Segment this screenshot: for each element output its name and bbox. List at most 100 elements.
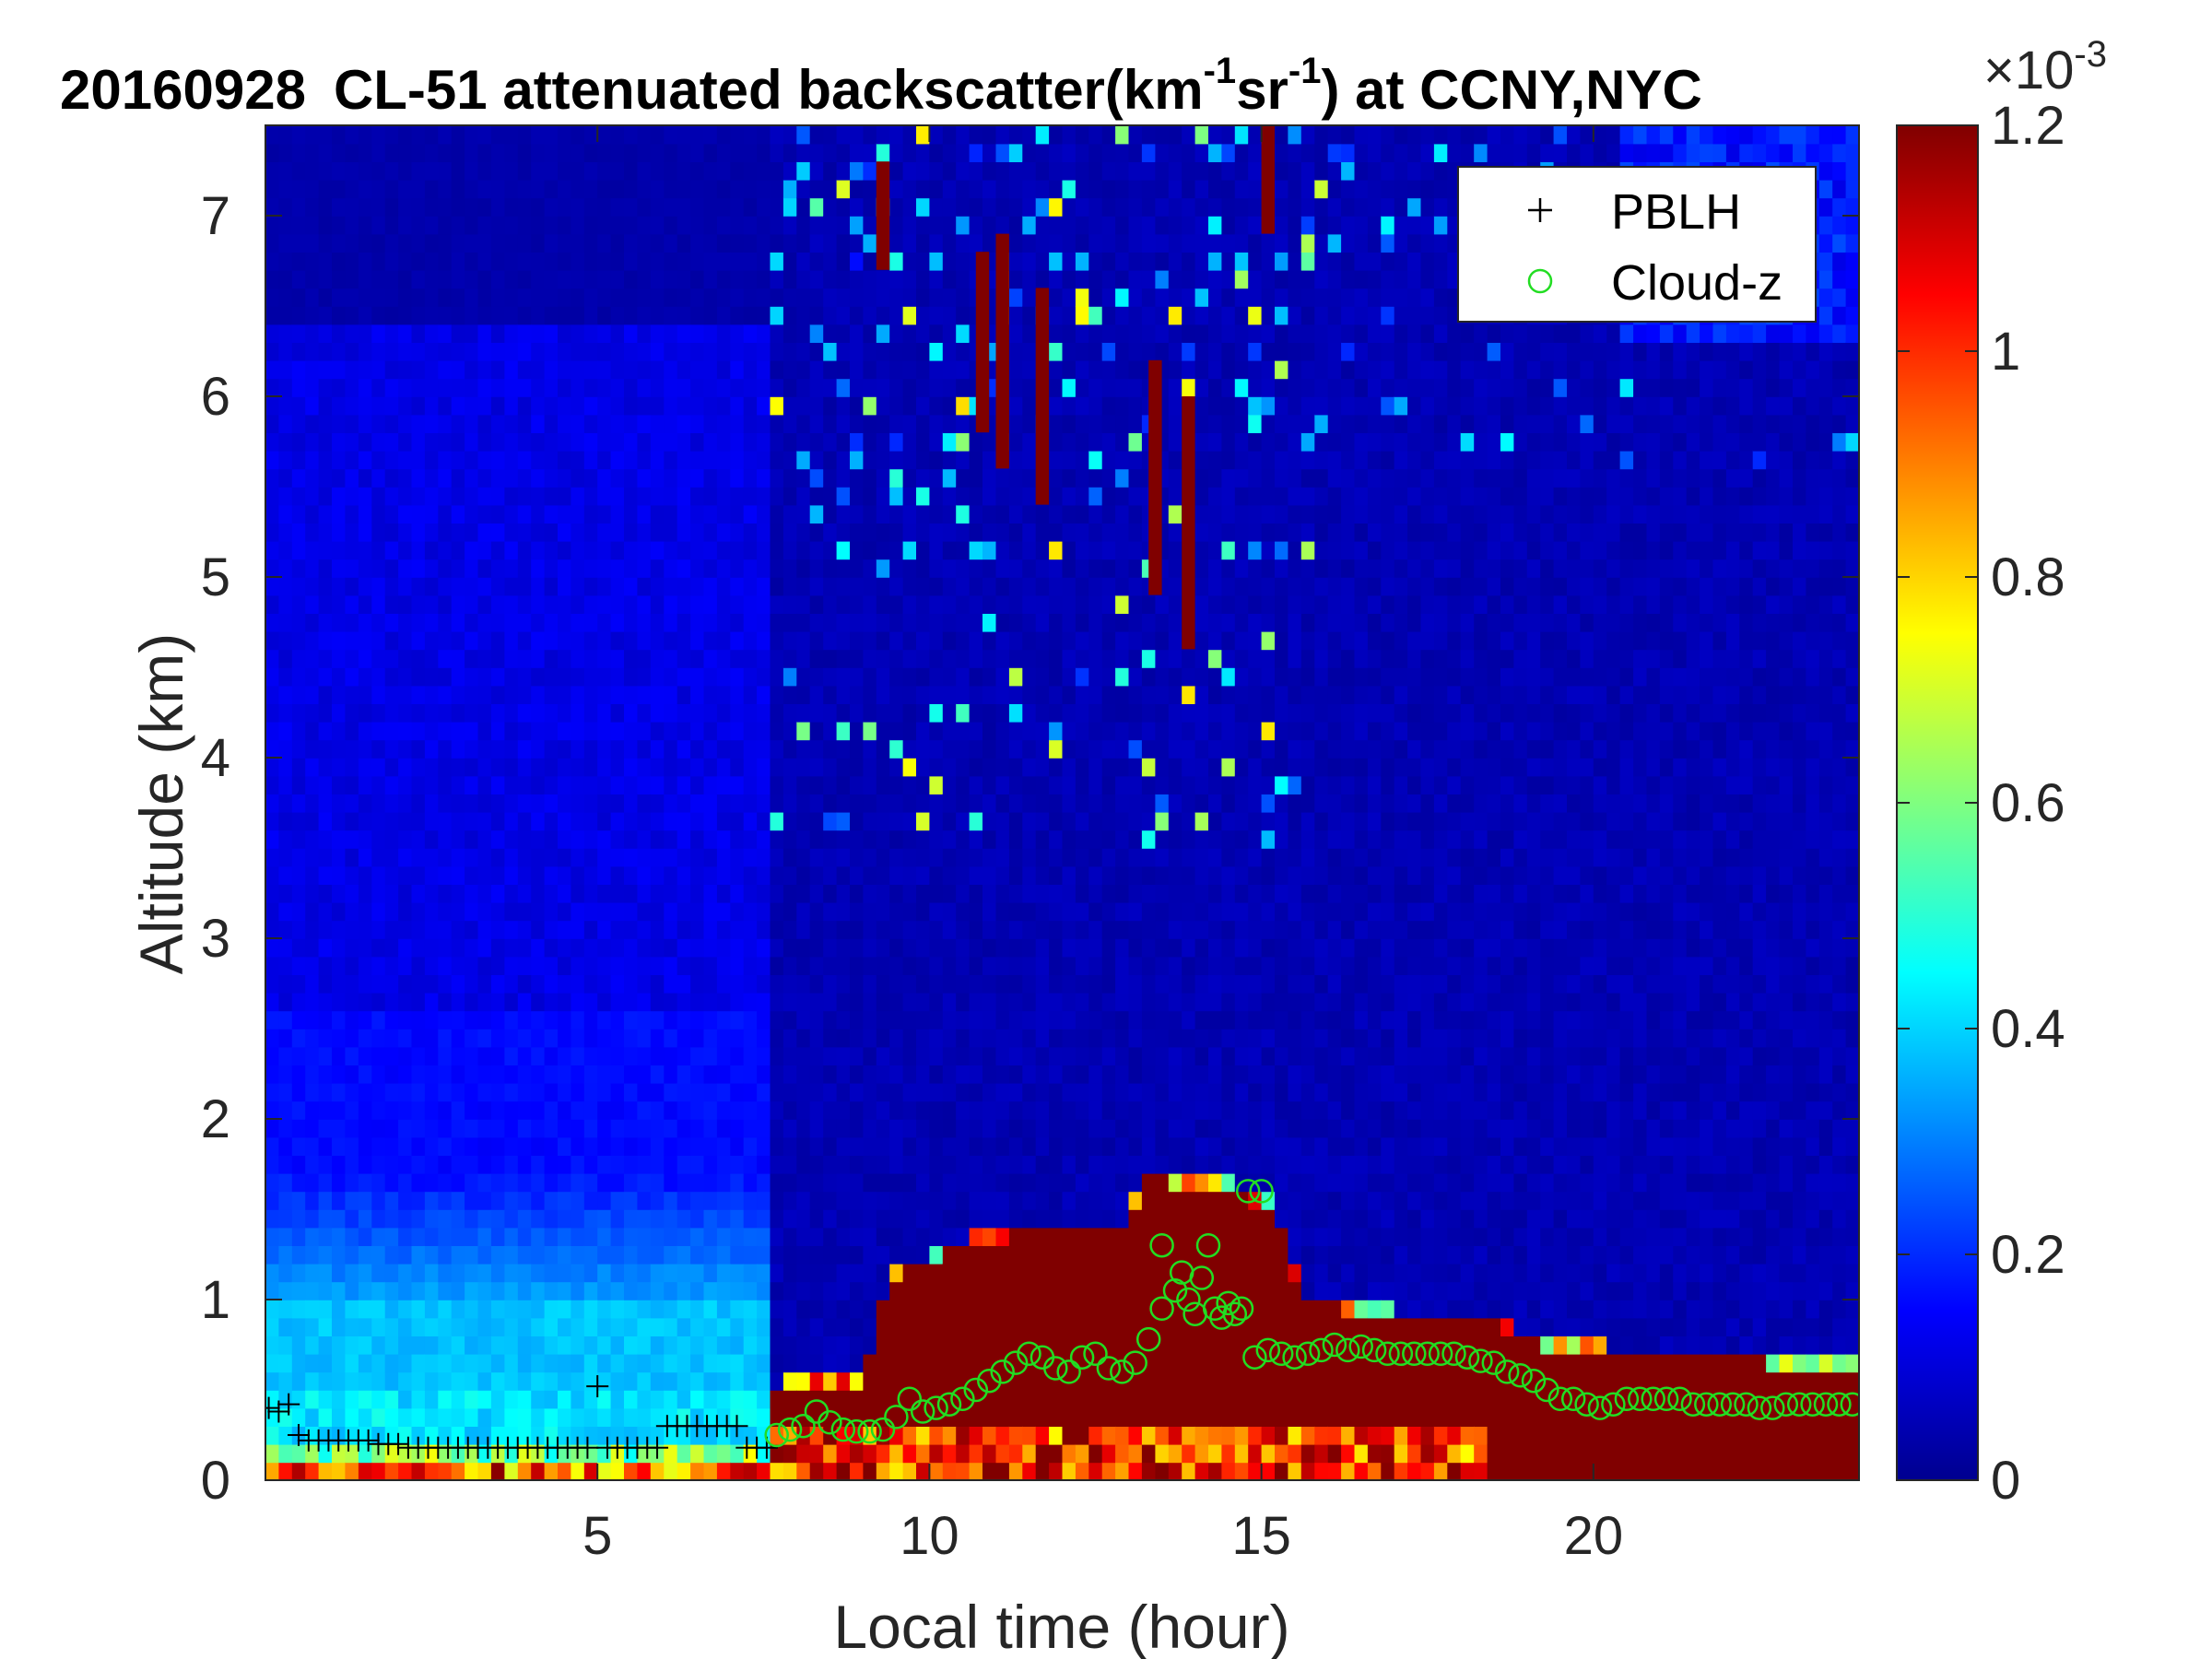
- heatmap-cell: [345, 1443, 359, 1464]
- heatmap-cell: [1062, 901, 1077, 922]
- heatmap-cell: [517, 559, 532, 578]
- heatmap-cell: [664, 450, 678, 470]
- heatmap-cell: [531, 577, 546, 596]
- heatmap-cell: [782, 288, 798, 307]
- heatmap-cell: [1022, 1371, 1037, 1391]
- heatmap-cell: [1075, 794, 1090, 813]
- heatmap-cell: [823, 216, 838, 235]
- heatmap-cell: [982, 992, 997, 1012]
- heatmap-cell: [650, 269, 665, 289]
- heatmap-cell: [345, 1046, 359, 1065]
- heatmap-cell: [398, 865, 413, 885]
- heatmap-cell: [265, 685, 280, 704]
- heatmap-cell: [929, 143, 944, 162]
- heatmap-cell: [942, 1426, 957, 1445]
- heatmap-cell: [558, 432, 572, 452]
- heatmap-cell: [1008, 758, 1024, 777]
- heatmap-cell: [690, 884, 705, 903]
- heatmap-cell: [650, 667, 665, 687]
- heatmap-cell: [809, 179, 824, 199]
- heatmap-cell: [610, 359, 625, 380]
- heatmap-cell: [398, 359, 413, 380]
- heatmap-cell: [1049, 468, 1064, 488]
- heatmap-cell: [889, 1263, 904, 1283]
- heatmap-cell: [1075, 324, 1090, 343]
- heatmap-cell: [770, 523, 784, 542]
- heatmap-cell: [278, 1136, 293, 1156]
- heatmap-cell: [597, 775, 612, 794]
- heatmap-cell: [809, 1136, 824, 1156]
- heatmap-cell: [782, 324, 798, 343]
- heatmap-cell: [1128, 1136, 1143, 1156]
- heatmap-cell: [517, 703, 532, 723]
- heatmap-cell: [850, 884, 865, 903]
- heatmap-cell: [411, 830, 426, 849]
- heatmap-cell: [677, 540, 691, 560]
- heatmap-cell: [637, 414, 652, 433]
- heatmap-cell: [571, 1281, 585, 1300]
- heatmap-cell: [902, 342, 917, 361]
- heatmap-cell: [716, 739, 732, 759]
- heatmap-cell: [1128, 1010, 1143, 1030]
- heatmap-cell: [371, 794, 386, 813]
- heatmap-cell: [371, 775, 386, 794]
- heatmap-cell: [1049, 811, 1064, 831]
- heatmap-cell: [809, 125, 824, 145]
- heatmap-cell: [796, 378, 811, 397]
- heatmap-cell: [531, 848, 546, 867]
- heatmap-cell: [583, 342, 598, 361]
- heatmap-cell: [942, 703, 957, 723]
- heatmap-cell: [889, 1335, 904, 1355]
- heatmap-cell: [1022, 216, 1037, 235]
- heatmap-cell: [438, 992, 453, 1012]
- heatmap-cell: [490, 884, 506, 903]
- heatmap-cell: [969, 1443, 983, 1464]
- heatmap-cell: [942, 594, 957, 614]
- heatmap-cell: [424, 938, 440, 958]
- heatmap-cell: [637, 920, 652, 939]
- heatmap-cell: [531, 125, 546, 145]
- heatmap-cell: [677, 1371, 691, 1391]
- heatmap-cell: [782, 1209, 798, 1229]
- heatmap-cell: [305, 974, 320, 994]
- heatmap-cell: [504, 504, 519, 524]
- heatmap-cell: [757, 794, 771, 813]
- heatmap-cell: [836, 848, 851, 867]
- heatmap-cell: [863, 252, 877, 271]
- heatmap-cell: [677, 359, 691, 380]
- heatmap-cell: [1022, 487, 1037, 506]
- heatmap-cell: [371, 1300, 386, 1319]
- heatmap-cell: [504, 1082, 519, 1102]
- heatmap-cell: [863, 396, 877, 416]
- heatmap-cell: [969, 630, 983, 651]
- heatmap-cell: [743, 143, 758, 162]
- heatmap-cell: [597, 1390, 612, 1409]
- heatmap-cell: [477, 865, 492, 885]
- heatmap-cell: [345, 577, 359, 596]
- heatmap-cell: [650, 938, 665, 958]
- heatmap-cell: [424, 324, 440, 343]
- heatmap-cell: [703, 613, 718, 632]
- heatmap-cell: [889, 1227, 904, 1246]
- heatmap-cell: [531, 432, 546, 452]
- heatmap-cell: [451, 1390, 465, 1409]
- heatmap-cell: [451, 306, 465, 325]
- heatmap-cell: [504, 1010, 519, 1030]
- heatmap-cell: [1115, 1245, 1130, 1265]
- heatmap-cell: [571, 143, 585, 162]
- heatmap-cell: [956, 811, 971, 831]
- heatmap-cell: [664, 974, 678, 994]
- heatmap-cell: [1101, 703, 1116, 723]
- heatmap-cell: [757, 577, 771, 596]
- heatmap-cell: [677, 468, 691, 488]
- heatmap-cell: [291, 1209, 306, 1229]
- heatmap-cell: [637, 504, 652, 524]
- heatmap-cell: [451, 775, 465, 794]
- heatmap-cell: [345, 1390, 359, 1409]
- heatmap-cell: [371, 1155, 386, 1174]
- heatmap-cell: [610, 269, 625, 289]
- heatmap-cell: [424, 884, 440, 903]
- heatmap-cell: [384, 1227, 399, 1246]
- heatmap-cell: [850, 703, 865, 723]
- heatmap-cell: [770, 594, 784, 614]
